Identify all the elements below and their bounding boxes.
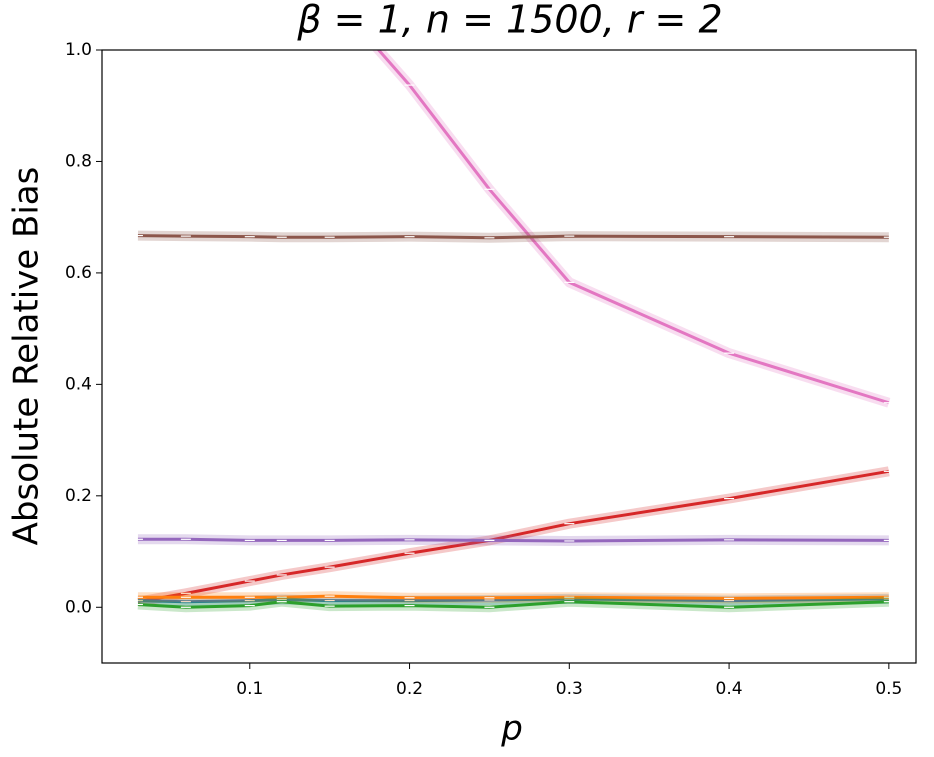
- series-line: [137, 597, 889, 604]
- y-axis-label: Absolute Relative Bias: [7, 167, 47, 546]
- series-line: [376, 50, 890, 405]
- y-tick-label: 0.4: [65, 374, 92, 394]
- y-tick-label: 1.0: [65, 40, 92, 60]
- x-tick-label: 0.4: [716, 679, 743, 699]
- y-tick-label: 0.2: [65, 486, 92, 506]
- series-line: [137, 234, 889, 240]
- plot-area: [132, 50, 894, 613]
- x-tick-label: 0.3: [556, 679, 583, 699]
- x-axis-label: p: [500, 709, 523, 749]
- series-line: [137, 469, 890, 604]
- series-line: [137, 537, 889, 543]
- series-line: [137, 600, 889, 609]
- x-tick-label: 0.1: [236, 679, 263, 699]
- x-tick-label: 0.5: [875, 679, 902, 699]
- y-tick-label: 0.8: [65, 151, 92, 171]
- y-tick-label: 0.0: [65, 597, 92, 617]
- y-tick-label: 0.6: [65, 263, 92, 283]
- chart-title: β = 1, n = 1500, r = 2: [296, 0, 722, 42]
- axes-frame: [101, 49, 917, 664]
- series-line: [137, 594, 889, 600]
- x-tick-label: 0.2: [396, 679, 423, 699]
